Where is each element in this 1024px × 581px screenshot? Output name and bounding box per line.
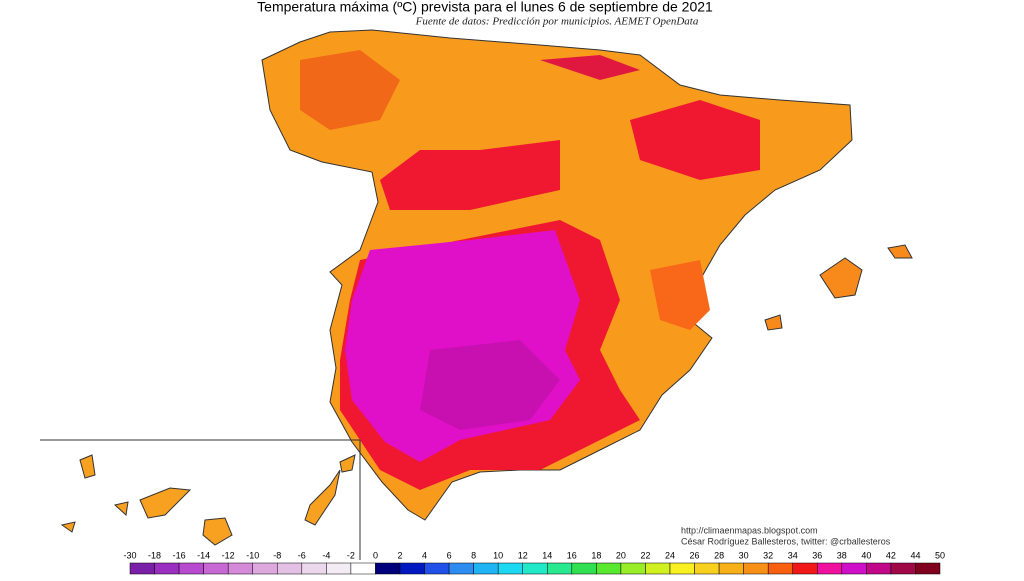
legend: -30 -18 -16 -14 -12 -10 -8 -6 -4 -2 0 2 4 6 8 10 12 14 16 1… <box>123 550 945 575</box>
legend-swatch <box>448 562 474 575</box>
legend-swatch <box>497 562 523 575</box>
island <box>202 517 233 546</box>
island <box>60 521 76 533</box>
legend-swatch <box>817 562 843 575</box>
legend-label: 10 <box>493 550 503 560</box>
legend-label: 0 <box>373 550 378 560</box>
legend-label: -4 <box>322 550 330 560</box>
legend-swatch <box>596 562 622 575</box>
island <box>304 469 341 526</box>
island <box>79 454 96 479</box>
legend-swatch <box>571 562 597 575</box>
legend-label: 50 <box>935 550 945 560</box>
legend-swatch <box>129 562 155 575</box>
legend-swatch <box>718 562 744 575</box>
legend-swatch <box>473 562 499 575</box>
legend-swatch <box>178 562 204 575</box>
legend-label: 20 <box>616 550 626 560</box>
island <box>113 501 129 516</box>
legend-label: -10 <box>246 550 259 560</box>
legend-label: -8 <box>273 550 281 560</box>
legend-label: 6 <box>447 550 452 560</box>
legend-swatch <box>792 562 818 575</box>
legend-label: 32 <box>763 550 773 560</box>
peninsula <box>261 29 853 521</box>
island <box>819 257 863 299</box>
legend-label: -30 <box>123 550 136 560</box>
legend-label: 28 <box>714 550 724 560</box>
legend-label: 12 <box>518 550 528 560</box>
legend-label: -2 <box>347 550 355 560</box>
island <box>139 487 192 519</box>
legend-label: -12 <box>222 550 235 560</box>
region <box>300 50 400 130</box>
legend-swatch <box>227 562 253 575</box>
legend-swatch <box>669 562 695 575</box>
legend-swatch <box>694 562 720 575</box>
legend-label: -6 <box>298 550 306 560</box>
legend-swatch <box>375 562 401 575</box>
legend-label: 16 <box>567 550 577 560</box>
legend-swatch <box>841 562 867 575</box>
legend-swatch <box>890 562 916 575</box>
legend-label: -14 <box>197 550 210 560</box>
legend-swatch <box>645 562 671 575</box>
legend-swatch <box>522 562 548 575</box>
legend-swatch <box>350 562 376 575</box>
legend-swatch <box>326 562 352 575</box>
island <box>764 314 783 331</box>
title: Temperatura máxima (ºC) prevista para el… <box>257 0 713 15</box>
legend-label: 42 <box>886 550 896 560</box>
legend-label: 40 <box>861 550 871 560</box>
legend-label: 26 <box>690 550 700 560</box>
legend-label: 8 <box>471 550 476 560</box>
legend-label: -18 <box>148 550 161 560</box>
legend-label: 36 <box>812 550 822 560</box>
region <box>540 55 640 80</box>
legend-swatch <box>866 562 892 575</box>
legend-swatch <box>915 562 941 575</box>
legend-swatch <box>767 562 793 575</box>
legend-label: -16 <box>173 550 186 560</box>
canary-inset <box>40 439 361 560</box>
legend-label: 2 <box>397 550 402 560</box>
subtitle: Fuente de datos: Predicción por municipi… <box>415 16 699 28</box>
balearic-islands <box>764 244 913 331</box>
legend-swatch <box>277 562 303 575</box>
legend-label: 44 <box>910 550 920 560</box>
legend-swatch <box>620 562 646 575</box>
legend-label: 24 <box>665 550 675 560</box>
region <box>650 260 710 330</box>
credit: César Rodríguez Ballesteros, twitter: @c… <box>681 536 891 546</box>
legend-label: 18 <box>591 550 601 560</box>
legend-label: 34 <box>788 550 798 560</box>
region <box>420 340 560 430</box>
legend-label: 4 <box>422 550 427 560</box>
legend-swatch <box>154 562 180 575</box>
legend-swatch <box>399 562 425 575</box>
region <box>630 100 760 180</box>
legend-swatch <box>203 562 229 575</box>
legend-label: 14 <box>542 550 552 560</box>
legend-swatch <box>301 562 327 575</box>
legend-label: 22 <box>640 550 650 560</box>
inset-frame <box>40 439 361 560</box>
region <box>380 140 560 210</box>
island <box>887 244 913 259</box>
legend-label: 38 <box>837 550 847 560</box>
credit: http://climaenmapas.blogspot.com <box>681 525 818 535</box>
legend-swatch <box>424 562 450 575</box>
legend-swatch <box>547 562 573 575</box>
island <box>339 454 356 473</box>
legend-swatch <box>743 562 769 575</box>
legend-swatch <box>252 562 278 575</box>
legend-label: 30 <box>739 550 749 560</box>
